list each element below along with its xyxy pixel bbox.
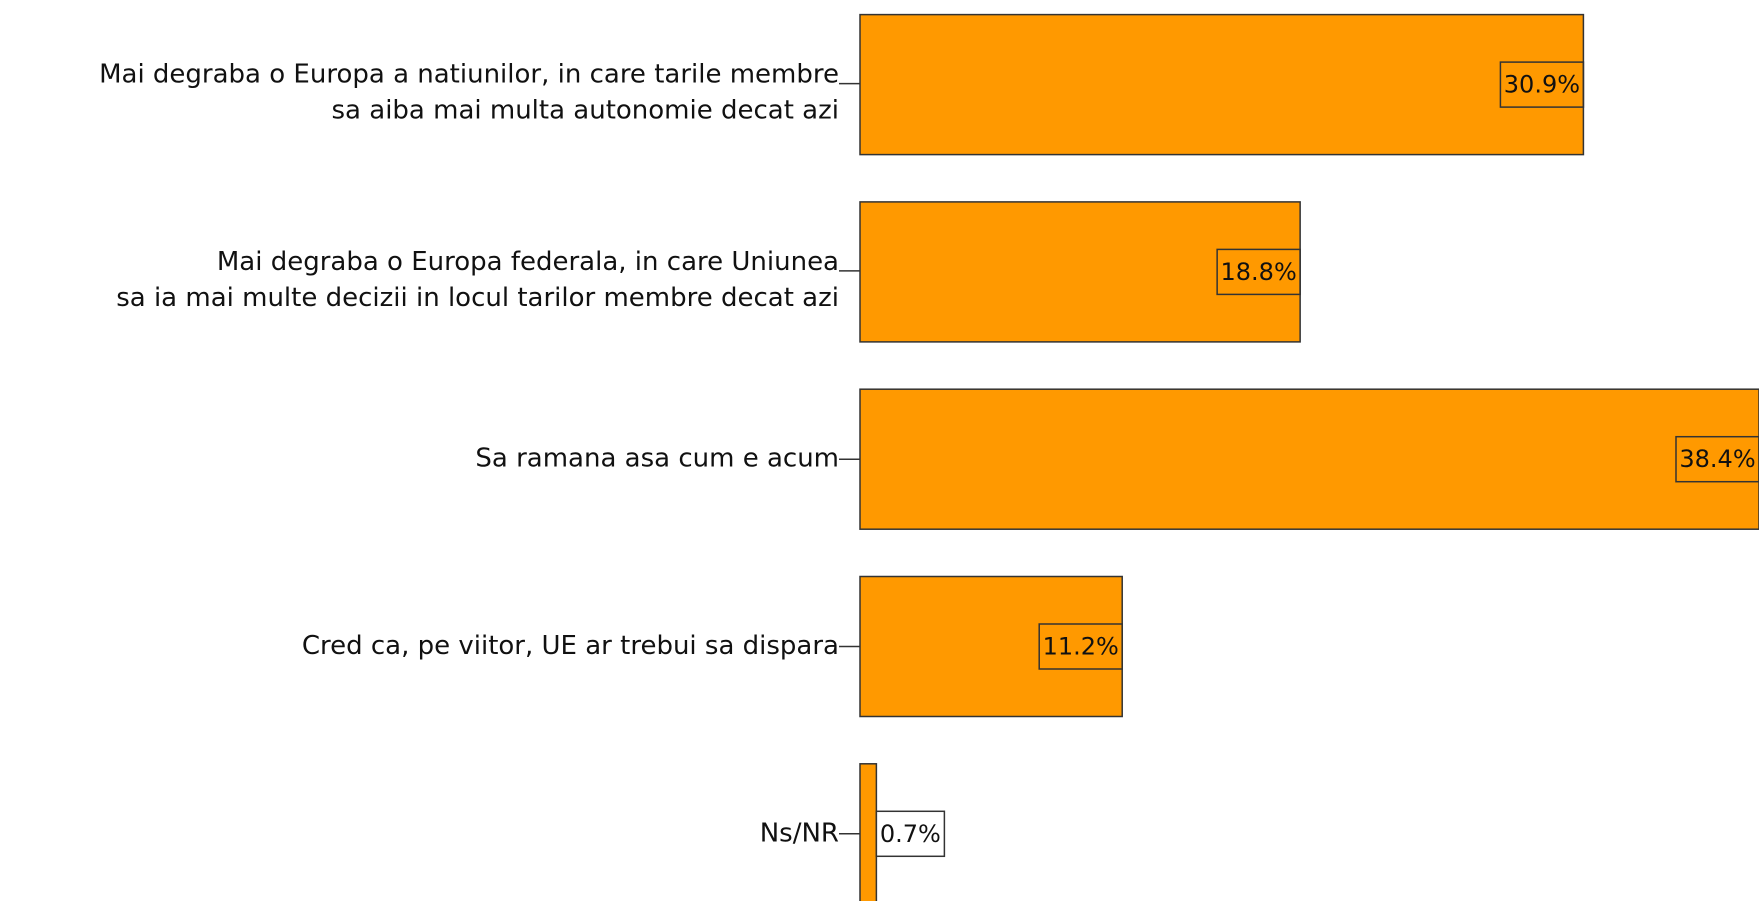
category-label: Mai degraba o Europa a natiunilor, in ca… — [99, 59, 839, 125]
bar — [859, 763, 878, 901]
value-label: 11.2% — [1043, 633, 1119, 661]
value-label-box — [1499, 61, 1585, 108]
category-label: Ns/NR — [760, 818, 839, 848]
category-label: Mai degraba o Europa federala, in care U… — [116, 246, 839, 312]
category-label: Cred ca, pe viitor, UE ar trebui sa disp… — [302, 631, 839, 661]
value-label-box — [1675, 435, 1759, 483]
value-label-box — [1038, 623, 1123, 670]
category-label: Sa ramana asa cum e acum — [475, 444, 839, 474]
bar — [859, 201, 1301, 343]
value-label: 0.7% — [880, 820, 941, 848]
value-label-box — [1216, 248, 1301, 296]
bar — [859, 575, 1123, 718]
value-label: 18.8% — [1221, 258, 1297, 286]
value-label: 38.4% — [1679, 445, 1755, 473]
bar — [859, 388, 1759, 530]
value-label-box — [875, 810, 946, 858]
value-label: 30.9% — [1504, 71, 1580, 99]
bar — [859, 13, 1585, 156]
